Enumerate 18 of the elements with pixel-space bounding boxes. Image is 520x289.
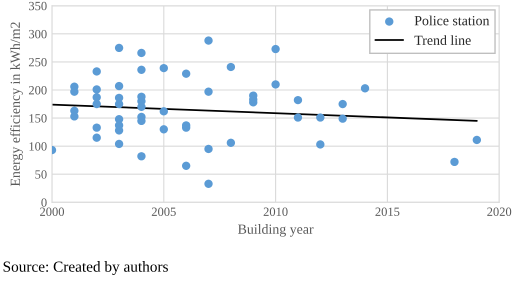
y-tick-label: 100 [29, 142, 47, 151]
y-tick-label: 200 [28, 86, 47, 94]
y-tick-label: 150 [29, 114, 47, 123]
source-note: Source: Created by authors [4, 261, 168, 275]
x-tick-label: 2000 [40, 208, 64, 216]
y-tick-label: 0 [41, 198, 47, 207]
legend-label: Trend line [414, 35, 471, 45]
y-tick-label: 250 [28, 58, 47, 66]
x-axis-title: Building year [238, 224, 314, 237]
x-tick-label: 2010 [264, 208, 288, 216]
y-tick-label: 350 [28, 2, 47, 10]
x-tick-label: 2020 [487, 208, 512, 216]
x-tick-label: 2015 [375, 208, 400, 216]
y-axis-title: Energy efficiency in kWh/m2 [10, 22, 23, 186]
y-tick-label: 50 [35, 170, 47, 179]
legend-label: Police station [414, 16, 490, 26]
y-tick-label: 300 [28, 30, 47, 38]
x-tick-label: 2005 [152, 208, 176, 216]
